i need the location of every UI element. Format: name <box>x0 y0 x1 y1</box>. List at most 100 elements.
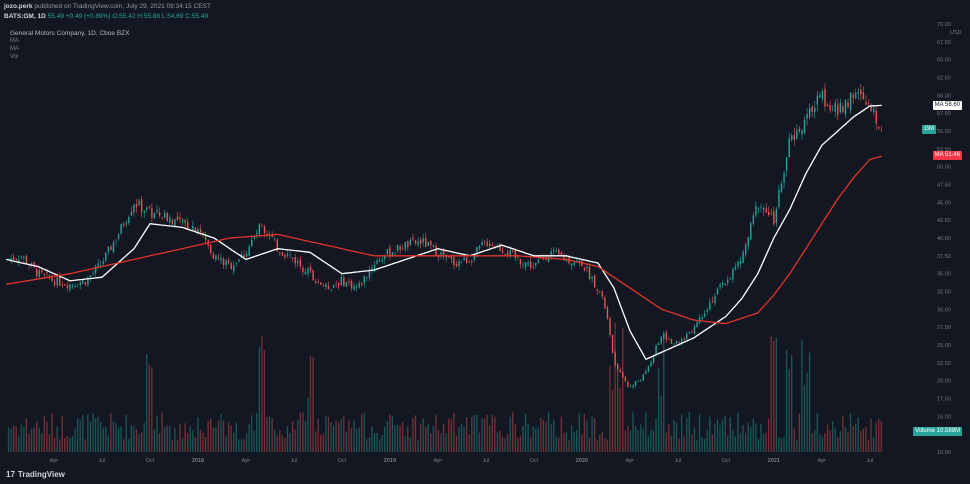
candle-body <box>404 242 406 250</box>
candle-body <box>596 289 598 291</box>
volume-bar <box>163 427 166 452</box>
candle-body <box>793 134 796 140</box>
volume-bar <box>414 415 417 452</box>
volume-bar <box>537 427 539 452</box>
volume-bar <box>680 414 683 452</box>
x-tick-label: Oct <box>146 458 155 464</box>
candle-body <box>51 277 53 281</box>
volume-bar <box>583 413 586 452</box>
volume-bar <box>25 418 28 452</box>
volume-bar <box>192 430 194 452</box>
candle-body <box>463 257 465 261</box>
candle-body <box>225 260 227 266</box>
volume-bar <box>563 432 565 452</box>
candle-body <box>693 326 696 334</box>
volume-bar <box>535 428 537 452</box>
candle-body <box>757 207 760 209</box>
candle-body <box>123 224 125 226</box>
candle-body <box>775 209 778 223</box>
candle-body <box>453 257 455 266</box>
candle-body <box>343 277 345 286</box>
candle-body <box>752 215 755 224</box>
author-name[interactable]: jozo.perk <box>4 3 33 10</box>
candle-body <box>151 208 153 218</box>
volume-bar <box>512 412 514 452</box>
volume-bar <box>581 434 583 452</box>
volume-bar <box>811 433 813 452</box>
volume-bar <box>834 428 836 452</box>
candle-body <box>309 266 312 272</box>
candle-body <box>458 261 460 267</box>
volume-bar <box>43 415 45 452</box>
candle-body <box>396 244 399 251</box>
volume-bar <box>821 436 824 452</box>
candle-body <box>71 285 74 286</box>
volume-bar <box>304 421 307 452</box>
candle-body <box>435 246 437 256</box>
volume-bar <box>550 423 552 452</box>
volume-bar <box>212 427 214 452</box>
volume-bar <box>368 437 371 452</box>
candle-body <box>117 234 120 239</box>
volume-bar <box>286 425 289 452</box>
candle-body <box>238 259 240 262</box>
candle-body <box>7 258 10 260</box>
volume-bar <box>752 418 754 452</box>
candle-body <box>586 266 588 268</box>
candle-body <box>330 289 332 290</box>
volume-bar <box>335 420 337 452</box>
volume-bar <box>647 436 650 452</box>
x-tick-label: Apr <box>626 458 635 464</box>
volume-bar <box>872 437 875 452</box>
volume-bar <box>402 422 404 452</box>
volume-bar <box>317 418 319 452</box>
candle-body <box>197 229 199 234</box>
volume-bar <box>688 412 690 452</box>
y-axis-label: USD <box>950 30 962 36</box>
tradingview-logo[interactable]: 17 TradingView <box>6 470 65 479</box>
candle-body <box>358 283 360 288</box>
volume-bar <box>599 434 601 452</box>
y-tick-label: 67.50 <box>937 40 951 46</box>
volume-bar <box>506 434 509 452</box>
volume-bar <box>353 420 355 452</box>
candle-body <box>675 341 678 344</box>
candle-body <box>611 335 614 354</box>
candle-body <box>849 92 852 111</box>
candle-body <box>245 253 248 257</box>
candle-body <box>683 338 685 341</box>
candle-body <box>322 285 325 287</box>
volume-bar <box>463 426 465 452</box>
volume-bar <box>271 417 273 452</box>
x-tick-label: Oct <box>722 458 731 464</box>
volume-bar <box>501 436 504 452</box>
candle-body <box>588 266 591 280</box>
ma-slow-line <box>5 155 882 325</box>
chart-title: General Motors Company, 1D, Cboe BZX <box>10 30 130 37</box>
volume-bar <box>322 433 324 452</box>
indicator-ma-slow-label[interactable]: MA <box>10 46 19 52</box>
x-tick-label: Apr <box>434 458 443 464</box>
volume-bar <box>399 425 401 452</box>
volume-bar <box>442 423 445 452</box>
candle-body <box>125 222 127 225</box>
volume-bar <box>796 439 798 452</box>
ohlc-values: O:55.42 H:55.88 L:54.69 C:55.49 <box>112 13 209 20</box>
volume-bar <box>79 419 81 452</box>
volume-bar <box>105 426 107 452</box>
candle-body <box>99 264 102 266</box>
volume-bar <box>56 426 58 452</box>
volume-bar <box>251 415 253 452</box>
candle-body <box>711 300 714 302</box>
volume-bar <box>110 413 112 452</box>
indicator-volume-label[interactable]: Vol <box>10 54 19 60</box>
volume-bar <box>606 439 609 452</box>
indicator-ma-fast-label[interactable]: MA <box>10 38 19 44</box>
candle-body <box>371 267 373 272</box>
candle-body <box>875 110 877 124</box>
candle-body <box>839 102 842 113</box>
x-axis[interactable]: Apr Jul Oct 2018 Apr Jul Oct 2019 Apr Jul Oct 2020 A… <box>50 458 874 464</box>
volume-bar <box>576 430 578 452</box>
y-axis[interactable]: 10.0012.5015.0017.5020.0022.5025.0027.50… <box>937 22 962 456</box>
